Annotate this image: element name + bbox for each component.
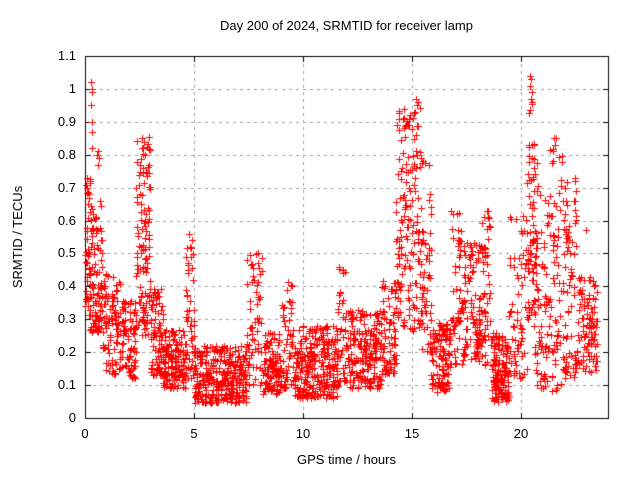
chart-title: Day 200 of 2024, SRMTID for receiver lam…	[220, 18, 473, 33]
y-tick-label: 0.5	[57, 245, 76, 260]
y-tick-label: 0.1	[57, 377, 76, 392]
y-tick-label: 0.6	[57, 213, 76, 228]
y-tick-label: 0.9	[57, 114, 76, 129]
y-tick-label: 0.3	[57, 311, 76, 326]
y-tick-label: 0.4	[57, 278, 76, 293]
y-tick-label: 0	[68, 410, 76, 425]
x-tick-label: 0	[81, 426, 89, 441]
x-tick-label: 10	[295, 426, 311, 441]
y-tick-label: 1	[68, 81, 76, 96]
y-tick-label: 0.2	[57, 344, 76, 359]
x-axis-label: GPS time / hours	[297, 452, 396, 467]
y-tick-label: 1.1	[57, 48, 76, 63]
x-tick-label: 15	[404, 426, 420, 441]
x-tick-label: 5	[190, 426, 198, 441]
y-axis-label: SRMTID / TECUs	[10, 185, 25, 289]
y-tick-label: 0.7	[57, 180, 76, 195]
x-tick-label: 20	[513, 426, 529, 441]
y-tick-label: 0.8	[57, 147, 76, 162]
